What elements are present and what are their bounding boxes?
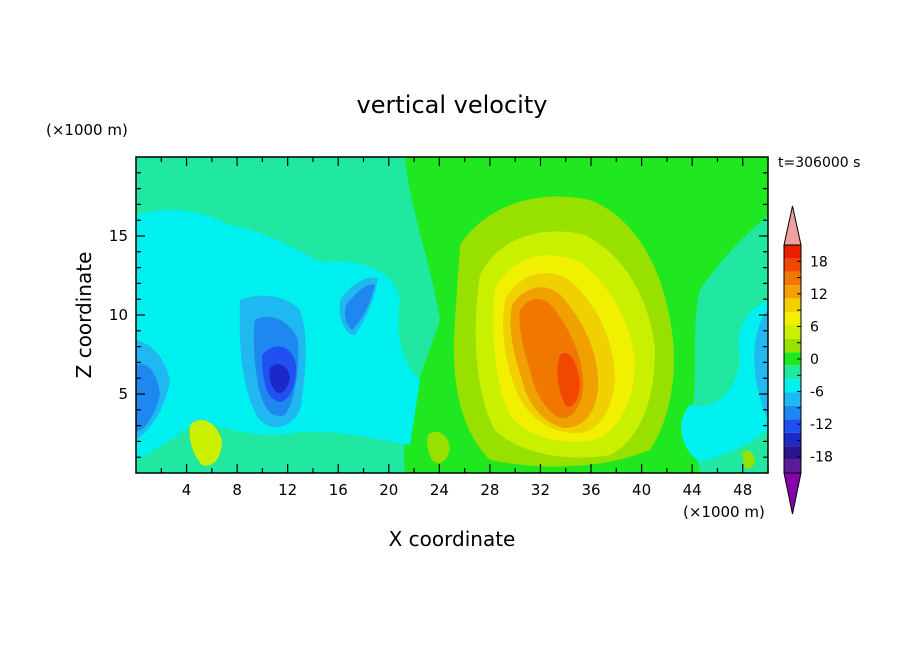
colorbar-swatch (784, 245, 801, 259)
lightblue-region-right (754, 310, 768, 420)
x-tick-label: 44 (683, 481, 702, 499)
colorbar-swatch (784, 392, 801, 406)
colorbar-label: -6 (810, 385, 824, 401)
colorbar-swatch (784, 446, 801, 460)
colorbar-max-arrow (783, 205, 802, 246)
colorbar-swatch (784, 419, 801, 433)
x-tick-label: 4 (182, 481, 192, 499)
colorbar-swatch (784, 325, 801, 339)
x-tick-label: 40 (632, 481, 651, 499)
colorbar-swatch (784, 365, 801, 380)
x-tick-label: 36 (581, 481, 600, 499)
y-axis-label: Z coordinate (72, 252, 96, 379)
y-axis-ticks: 5 10 15 (109, 172, 768, 458)
deep-blue-core (269, 364, 290, 393)
colorbar-swatch (784, 405, 801, 420)
colorbar-swatch (784, 298, 801, 313)
colorbar-swatch (784, 432, 801, 447)
y-tick-label: 15 (109, 227, 128, 245)
y-unit-label: (×1000 m) (46, 121, 128, 139)
x-tick-label: 48 (733, 481, 752, 499)
colorbar-swatch (784, 285, 801, 299)
x-unit-label: (×1000 m) (683, 503, 765, 521)
colorbar-label: -12 (810, 417, 833, 433)
x-tick-label: 8 (232, 481, 242, 499)
colorbar-swatch (784, 312, 801, 326)
surface-updraft-right (742, 450, 755, 469)
colorbar-swatch (784, 338, 801, 353)
time-label: t=306000 s (778, 155, 860, 171)
x-axis-ticks: 4 8 12 16 20 24 28 32 36 40 44 48 (160, 157, 769, 499)
y-tick-label: 10 (109, 306, 128, 324)
y-tick-label: 5 (118, 385, 128, 403)
colorbar-label: -18 (810, 450, 833, 466)
colorbar: 18 12 6 0 -6 -12 -18 (783, 205, 833, 515)
x-tick-label: 32 (531, 481, 550, 499)
x-tick-label: 20 (379, 481, 398, 499)
contour-field (136, 157, 768, 473)
colorbar-swatch (784, 352, 801, 366)
colorbar-label: 18 (810, 254, 828, 270)
chart-title: vertical velocity (357, 91, 548, 119)
updraft-core (557, 353, 580, 407)
blue-column (344, 284, 375, 330)
x-tick-label: 12 (278, 481, 297, 499)
colorbar-swatch (784, 379, 801, 393)
colorbar-min-arrow (783, 472, 802, 515)
colorbar-swatch (784, 271, 801, 286)
x-tick-label: 16 (329, 481, 348, 499)
colorbar-swatch (784, 459, 801, 473)
x-tick-label: 24 (430, 481, 449, 499)
x-tick-label: 28 (480, 481, 499, 499)
colorbar-label: 6 (810, 319, 819, 335)
blue-region-left (136, 364, 160, 432)
x-axis-label: X coordinate (389, 527, 516, 551)
colorbar-swatch (784, 258, 801, 272)
surface-updraft-left (189, 420, 222, 466)
cyan-region-right (681, 300, 768, 462)
colorbar-label: 12 (810, 287, 828, 303)
colorbar-label: 0 (810, 352, 819, 368)
surface-updraft-mid (427, 431, 450, 464)
